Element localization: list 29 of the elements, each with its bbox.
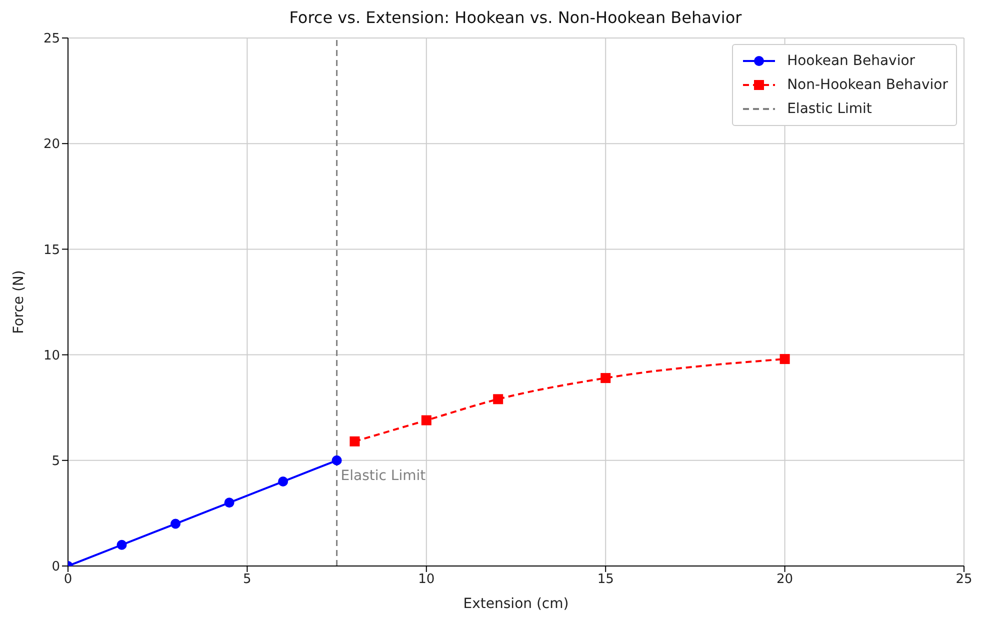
y-tick-label: 15: [43, 242, 60, 258]
x-axis-title: Extension (cm): [463, 596, 569, 612]
y-tick-label: 20: [43, 137, 60, 152]
point: [332, 455, 342, 466]
x-tick-label: 15: [597, 572, 614, 588]
point: [421, 415, 432, 426]
x-tick-label: 10: [418, 572, 435, 588]
x-tick-label: 0: [64, 572, 72, 588]
point: [350, 436, 360, 446]
y-tick-label: 25: [43, 32, 60, 47]
point: [278, 476, 288, 487]
point: [780, 354, 790, 364]
y-tick-label: 5: [52, 454, 60, 470]
point: [116, 540, 127, 550]
x-tick-label: 20: [776, 572, 794, 588]
x-tick-label: 5: [243, 572, 252, 588]
chart-title: Force vs. Extension: Hookean vs. Non-Hookean Behavior: [288, 8, 743, 29]
point: [170, 518, 181, 529]
legend-label: Hookean Behavior: [787, 53, 916, 69]
point: [600, 373, 611, 384]
point: [493, 394, 504, 404]
legend-label: Non-Hookean Behavior: [787, 77, 948, 93]
y-tick-label: 10: [43, 348, 60, 364]
y-tick-label: 0: [52, 560, 60, 575]
point: [224, 498, 234, 508]
ref-line-label: Elastic Limit: [340, 468, 426, 484]
text: Elastic Limit: [787, 101, 872, 117]
x-tick-label: 25: [956, 572, 972, 588]
y-axis-title: Force (N): [10, 270, 27, 334]
